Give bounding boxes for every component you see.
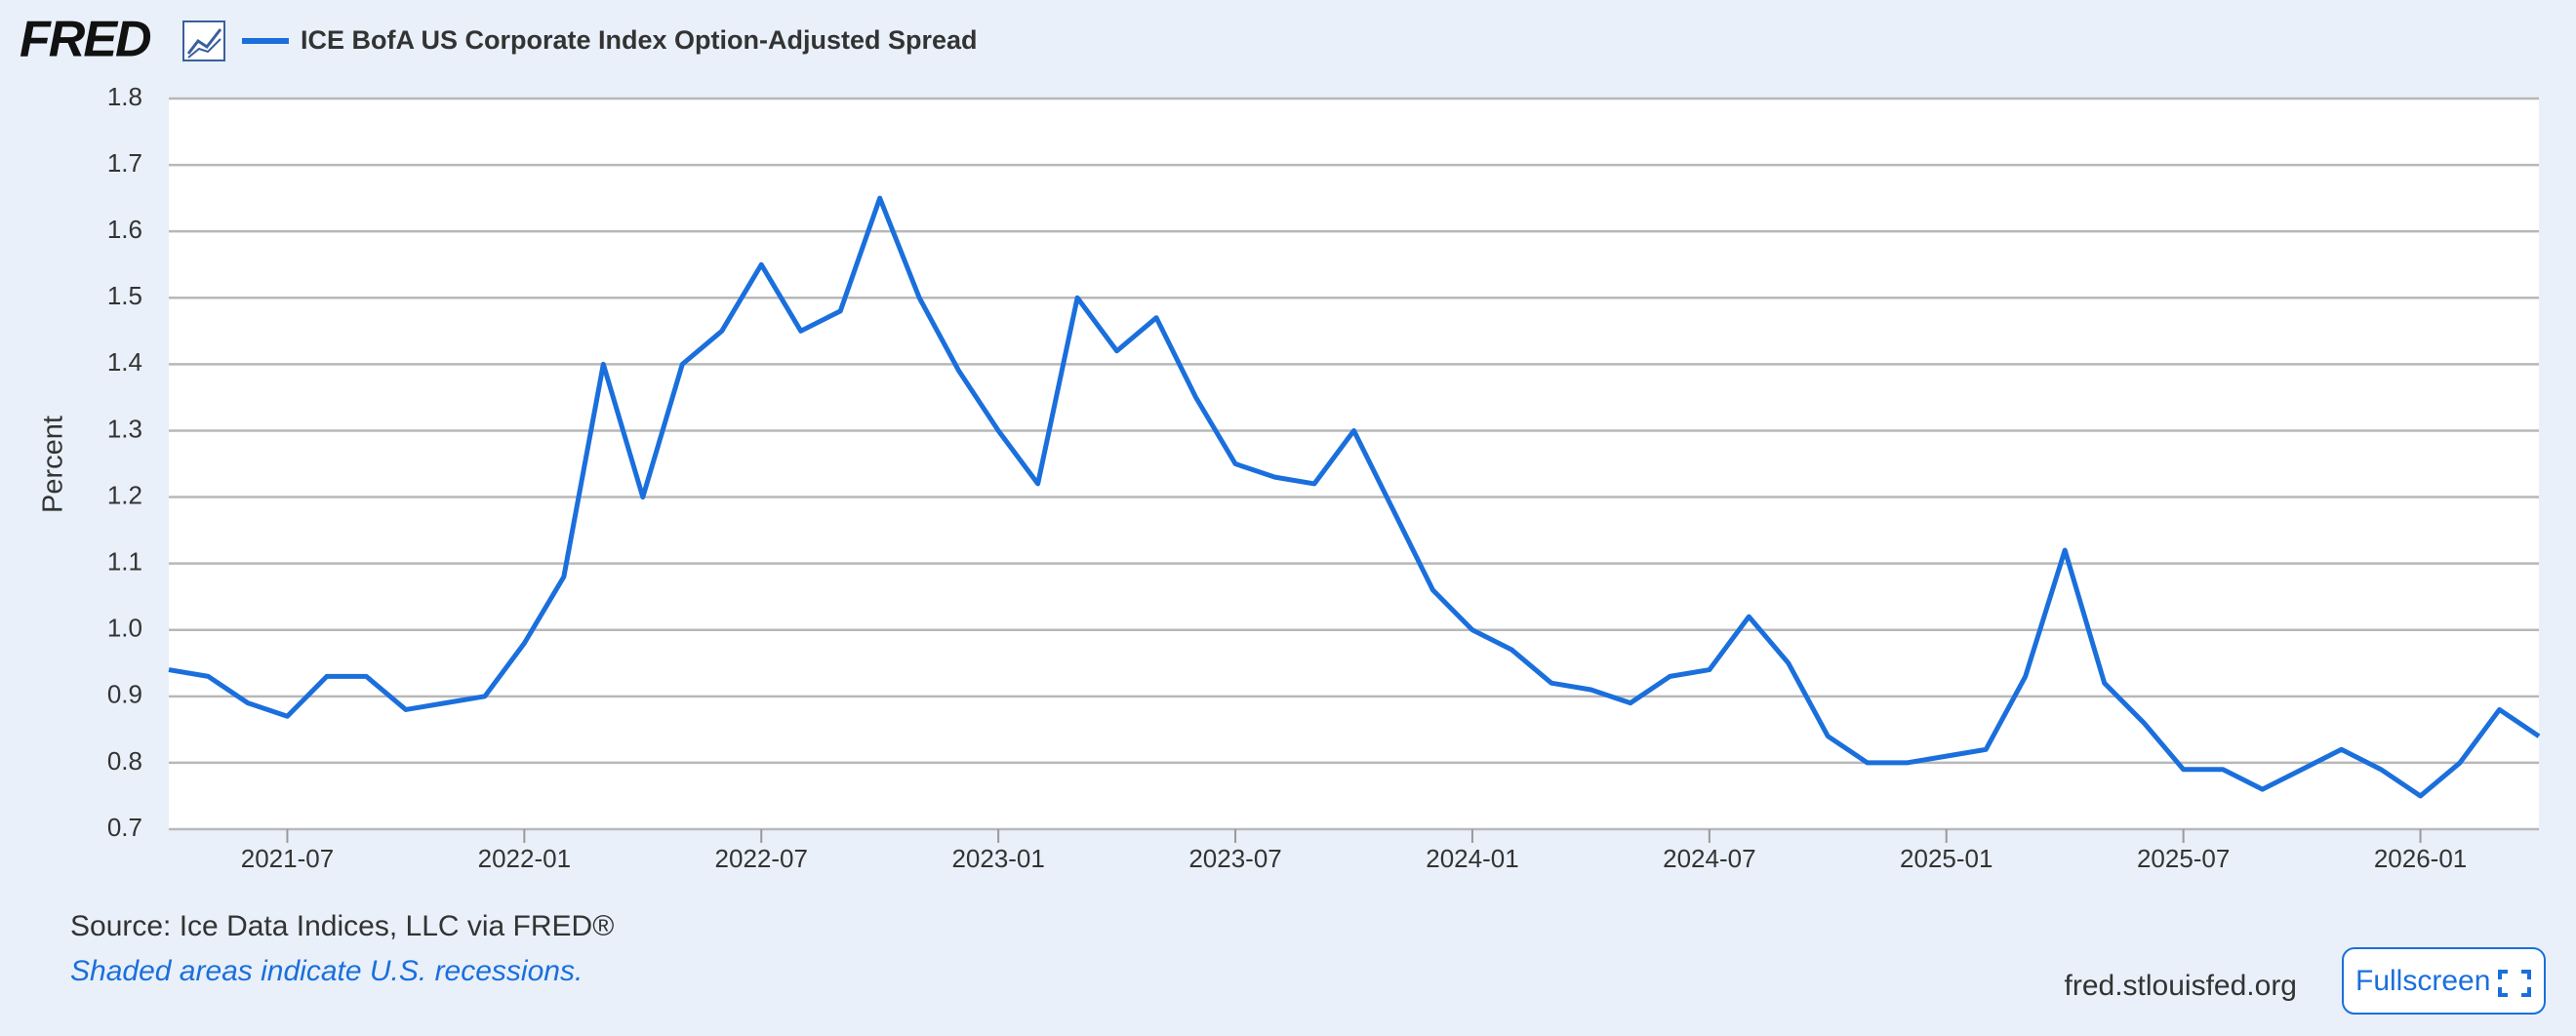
y-tick-label: 1.3 — [107, 414, 142, 443]
chart-icon — [182, 20, 225, 61]
y-tick-label: 1.4 — [107, 347, 142, 377]
x-tick-label: 2021-07 — [241, 844, 334, 873]
x-tick-label: 2026-01 — [2374, 844, 2467, 873]
y-tick-label: 1.5 — [107, 281, 142, 310]
source: Source: Ice Data Indices, LLC via FRED® — [70, 910, 614, 942]
y-tick-label: 1.1 — [107, 547, 142, 577]
x-tick-label: 2023-01 — [951, 844, 1044, 873]
y-axis-label: Percent — [38, 416, 69, 513]
y-tick-label: 1.2 — [107, 480, 142, 509]
plot-area — [169, 99, 2539, 829]
x-tick-label: 2022-01 — [478, 844, 571, 873]
x-tick-label: 2025-07 — [2137, 844, 2230, 873]
fullscreen-button[interactable]: Fullscreen — [2342, 947, 2546, 1015]
x-tick-label: 2024-01 — [1426, 844, 1518, 873]
x-tick-label: 2022-07 — [715, 844, 808, 873]
y-tick-label: 0.7 — [107, 813, 142, 842]
y-tick-label: 1.6 — [107, 215, 142, 244]
legend-label: ICE BofA US Corporate Index Option-Adjus… — [301, 25, 978, 55]
y-tick-label: 0.9 — [107, 680, 142, 709]
x-tick-label: 2025-01 — [1900, 844, 1992, 873]
y-tick-label: 0.8 — [107, 746, 142, 776]
site: fred.stlouisfed.org — [2065, 970, 2297, 1002]
fullscreen-label[interactable]: Fullscreen — [2355, 965, 2490, 997]
y-tick-label: 1.8 — [107, 82, 142, 111]
x-tick-label: 2024-07 — [1663, 844, 1755, 873]
x-tick-label: 2023-07 — [1188, 844, 1281, 873]
y-tick-label: 1.0 — [107, 614, 142, 643]
y-tick-label: 1.7 — [107, 148, 142, 178]
series-line — [168, 195, 2541, 799]
note: Shaded areas indicate U.S. recessions. — [70, 955, 583, 987]
logo: FRED — [20, 12, 151, 68]
